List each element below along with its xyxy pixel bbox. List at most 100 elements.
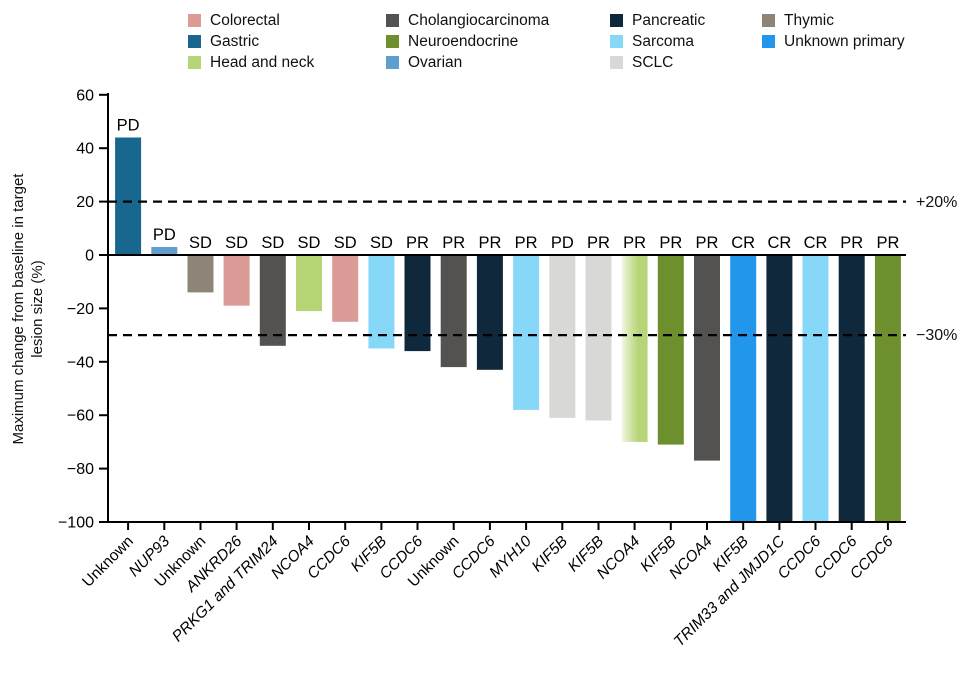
- y-axis-title-line1: Maximum change from baseline in target: [10, 173, 27, 445]
- legend-label: Gastric: [210, 32, 260, 50]
- response-label-pr-9: PR: [406, 234, 429, 252]
- legend-label: Head and neck: [210, 53, 315, 71]
- response-label-sd-6: SD: [298, 234, 321, 252]
- legend-item-pancreatic: Pancreatic: [610, 10, 705, 31]
- legend-swatch: [386, 56, 399, 69]
- bar-prkg1-and-trim24-5: [259, 255, 286, 346]
- response-label-pd-2: PD: [153, 226, 176, 244]
- bar-ccdc6-11: [476, 255, 503, 370]
- y-axis-tick-label: 20: [76, 194, 94, 211]
- response-label-sd-8: SD: [370, 234, 393, 252]
- upper-threshold-label: +20%: [916, 194, 958, 211]
- y-axis-tick-label: 40: [76, 141, 94, 158]
- legend-item-thymic: Thymic: [762, 10, 905, 31]
- response-label-pr-15: PR: [623, 234, 646, 252]
- response-label-sd-5: SD: [261, 234, 284, 252]
- bar-ncoa4-6: [296, 255, 322, 312]
- response-label-pr-11: PR: [478, 234, 501, 252]
- response-label-pd-13: PD: [551, 234, 574, 252]
- bar-nup93-2: [151, 247, 178, 255]
- legend-item-head-and-neck: Head and neck: [188, 52, 314, 73]
- response-label-pd-1: PD: [117, 117, 140, 135]
- bar-ncoa4-15: [621, 255, 648, 442]
- response-label-cr-20: CR: [804, 234, 828, 252]
- legend-label: Neuroendocrine: [408, 32, 519, 50]
- y-axis-title: Maximum change from baseline in target l…: [9, 94, 49, 524]
- response-label-pr-10: PR: [442, 234, 465, 252]
- response-label-pr-14: PR: [587, 234, 610, 252]
- bar-ccdc6-7: [332, 255, 359, 322]
- bar-kif5b-18: [730, 255, 757, 522]
- legend-item-colorectal: Colorectal: [188, 10, 314, 31]
- legend-column-4: Thymic Unknown primary: [762, 10, 905, 52]
- bar-kif5b-14: [585, 255, 612, 421]
- bar-kif5b-16: [657, 255, 684, 445]
- legend-item-unknown-primary: Unknown primary: [762, 31, 905, 52]
- bar-unknown-10: [440, 255, 467, 368]
- response-label-pr-21: PR: [840, 234, 863, 252]
- legend-item-ovarian: Ovarian: [386, 52, 549, 73]
- response-label-sd-4: SD: [225, 234, 248, 252]
- legend-swatch: [188, 56, 201, 69]
- bar-ccdc6-20: [802, 255, 829, 522]
- response-label-pr-22: PR: [876, 234, 899, 252]
- legend-label: Unknown primary: [784, 32, 905, 50]
- bar-ccdc6-22: [874, 255, 901, 522]
- bar-unknown-1: [115, 137, 142, 255]
- response-label-cr-19: CR: [767, 234, 791, 252]
- bar-kif5b-13: [549, 255, 576, 418]
- x-axis-label-unknown-1: Unknown: [79, 533, 137, 591]
- y-axis-tick-label: −60: [67, 408, 94, 425]
- bar-unknown-3: [187, 255, 214, 293]
- response-label-sd-7: SD: [334, 234, 357, 252]
- legend-item-sarcoma: Sarcoma: [610, 31, 705, 52]
- legend-swatch: [762, 14, 775, 27]
- bar-ncoa4-17: [694, 255, 720, 461]
- y-axis-tick-label: −80: [67, 461, 94, 478]
- legend-label: Colorectal: [210, 11, 280, 29]
- legend-label: Pancreatic: [632, 11, 706, 29]
- y-axis-tick-label: 0: [85, 248, 94, 265]
- bar-myh10-12: [513, 255, 540, 410]
- legend-swatch: [386, 35, 399, 48]
- legend-item-gastric: Gastric: [188, 31, 314, 52]
- legend-item-sclc: SCLC: [610, 52, 705, 73]
- bar-ccdc6-21: [838, 255, 865, 522]
- legend-swatch: [188, 14, 201, 27]
- legend-swatch: [762, 35, 775, 48]
- response-label-sd-3: SD: [189, 234, 212, 252]
- legend-swatch: [610, 14, 623, 27]
- y-axis-tick-label: −100: [58, 515, 94, 532]
- legend-swatch: [610, 35, 623, 48]
- response-label-pr-12: PR: [515, 234, 538, 252]
- legend-column-3: Pancreatic Sarcoma SCLC: [610, 10, 705, 73]
- y-axis-tick-label: −20: [67, 301, 94, 318]
- response-label-pr-17: PR: [696, 234, 719, 252]
- chart-legend: Colorectal Gastric Head and neck Cholangioc…: [0, 0, 980, 80]
- bar-trim33-and-jmjd1c-19: [766, 255, 793, 522]
- legend-column-1: Colorectal Gastric Head and neck: [188, 10, 314, 73]
- x-axis-label-kif5b-13: KIF5B: [529, 533, 571, 575]
- y-axis-title-line2: lesion size (%): [29, 260, 46, 358]
- bar-kif5b-8: [368, 255, 395, 349]
- legend-label: Sarcoma: [632, 32, 695, 50]
- legend-swatch: [188, 35, 201, 48]
- legend-label: SCLC: [632, 53, 674, 71]
- legend-label: Cholangiocarcinoma: [408, 11, 550, 29]
- legend-swatch: [610, 56, 623, 69]
- legend-column-2: Cholangiocarcinoma Neuroendocrine Ovarian: [386, 10, 549, 73]
- y-axis-tick-label: 60: [76, 87, 94, 104]
- legend-item-neuroendocrine: Neuroendocrine: [386, 31, 549, 52]
- legend-item-cholangiocarcinoma: Cholangiocarcinoma: [386, 10, 549, 31]
- y-axis-tick-label: −40: [67, 354, 94, 371]
- bar-ankrd26-4: [223, 255, 250, 306]
- bar-ccdc6-9: [404, 255, 431, 352]
- response-label-cr-18: CR: [731, 234, 755, 252]
- legend-label: Thymic: [784, 11, 834, 29]
- legend-label: Ovarian: [408, 53, 463, 71]
- lower-threshold-label: −30%: [916, 327, 958, 344]
- legend-swatch: [386, 14, 399, 27]
- response-label-pr-16: PR: [659, 234, 682, 252]
